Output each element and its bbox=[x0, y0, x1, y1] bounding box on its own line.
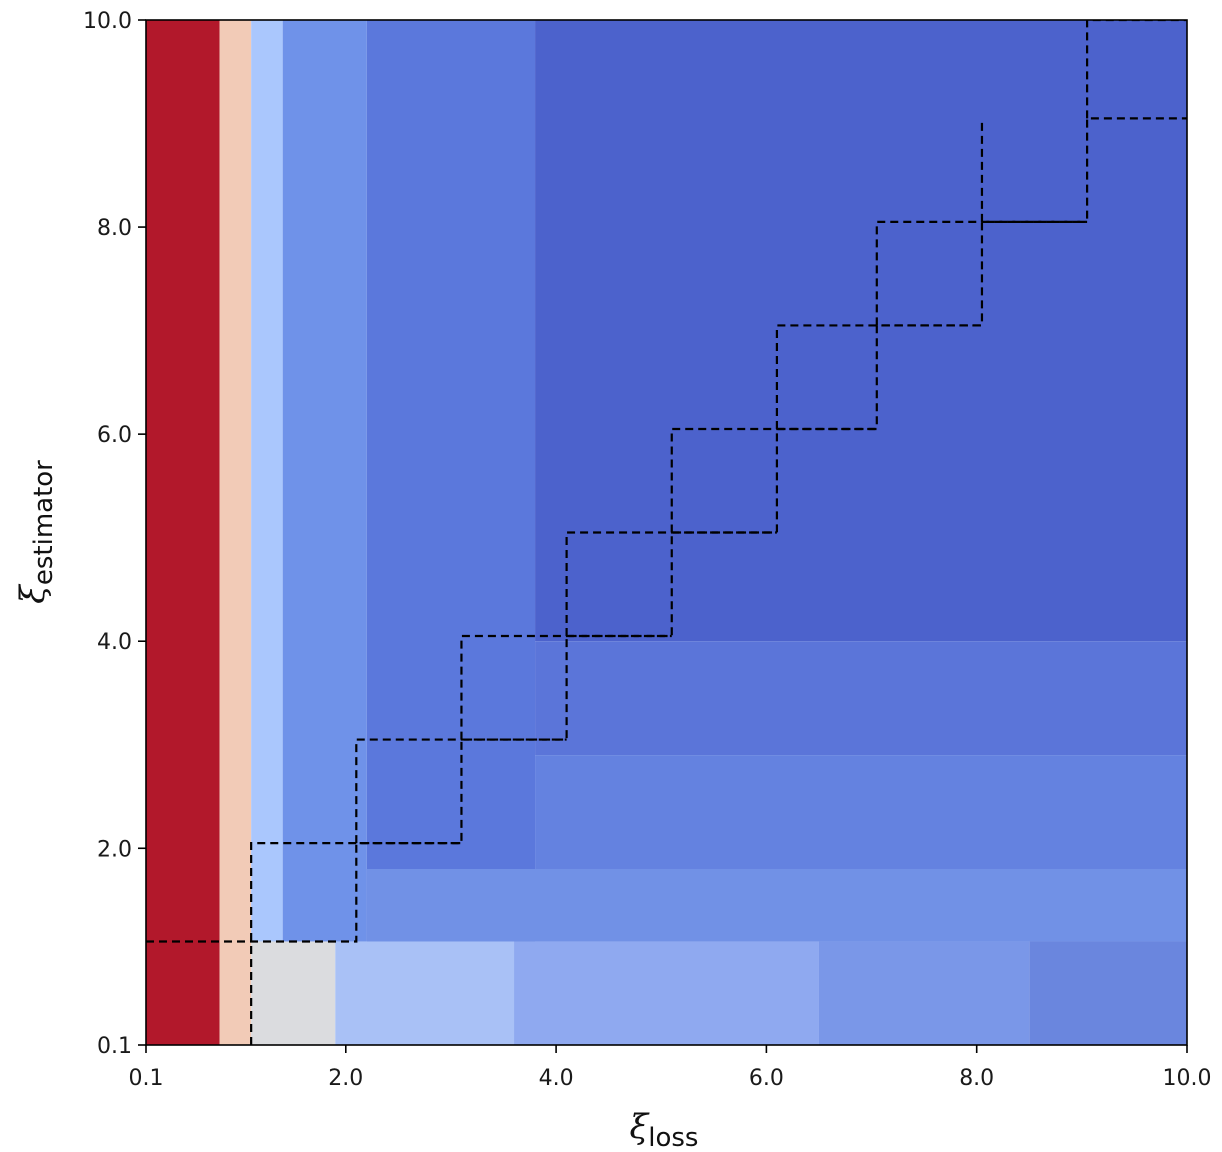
heatmap-cell-2 bbox=[251, 20, 283, 942]
y-tick-label: 0.1 bbox=[97, 1034, 132, 1059]
heatmap-cell-6 bbox=[535, 641, 1187, 756]
heatmap-cell-3 bbox=[282, 20, 367, 942]
y-tick-label: 10.0 bbox=[83, 9, 132, 34]
y-axis-label: ξestimator bbox=[13, 460, 59, 604]
x-tick-label: 8.0 bbox=[959, 1066, 994, 1091]
x-tick-label: 6.0 bbox=[749, 1066, 784, 1091]
heatmap-cell-8 bbox=[366, 868, 1187, 942]
heatmap-cell-5 bbox=[535, 20, 1187, 642]
x-tick-label: 10.0 bbox=[1163, 1066, 1212, 1091]
heatmap-cell-10 bbox=[335, 941, 515, 1045]
y-tick-label: 2.0 bbox=[97, 837, 132, 862]
y-tick-label: 8.0 bbox=[97, 216, 132, 241]
heatmap-cell-7 bbox=[535, 755, 1187, 869]
heatmap-regions bbox=[146, 20, 1187, 1045]
heatmap-cell-12 bbox=[818, 941, 1030, 1045]
y-axis: 0.1 2.0 4.0 6.0 8.0 10.0 bbox=[83, 9, 146, 1059]
staircase-segment-5 bbox=[775, 324, 982, 429]
x-tick-label: 4.0 bbox=[539, 1066, 574, 1091]
heatmap-cell-4 bbox=[366, 20, 536, 942]
heatmap-cell-13 bbox=[1029, 941, 1187, 1045]
staircase-segment-8 bbox=[1086, 20, 1187, 119]
x-tick-label: 2.0 bbox=[328, 1066, 363, 1091]
heatmap-cell-11 bbox=[514, 941, 819, 1045]
heatmap-cell-0 bbox=[146, 20, 220, 1045]
x-axis-label: ξloss bbox=[630, 1107, 699, 1152]
x-axis: 0.1 2.0 4.0 6.0 8.0 10.0 bbox=[129, 1045, 1212, 1091]
staircase-segment-4 bbox=[670, 427, 877, 533]
heatmap-cell-9 bbox=[251, 941, 336, 1045]
plot-frame bbox=[145, 19, 1188, 1046]
staircase-segment-0 bbox=[250, 842, 462, 1045]
heatmap-cell-1 bbox=[219, 20, 252, 1045]
staircase-lines bbox=[146, 20, 1187, 1045]
x-tick-label: 0.1 bbox=[129, 1066, 164, 1091]
y-tick-label: 4.0 bbox=[97, 630, 132, 655]
y-tick-label: 6.0 bbox=[97, 423, 132, 448]
